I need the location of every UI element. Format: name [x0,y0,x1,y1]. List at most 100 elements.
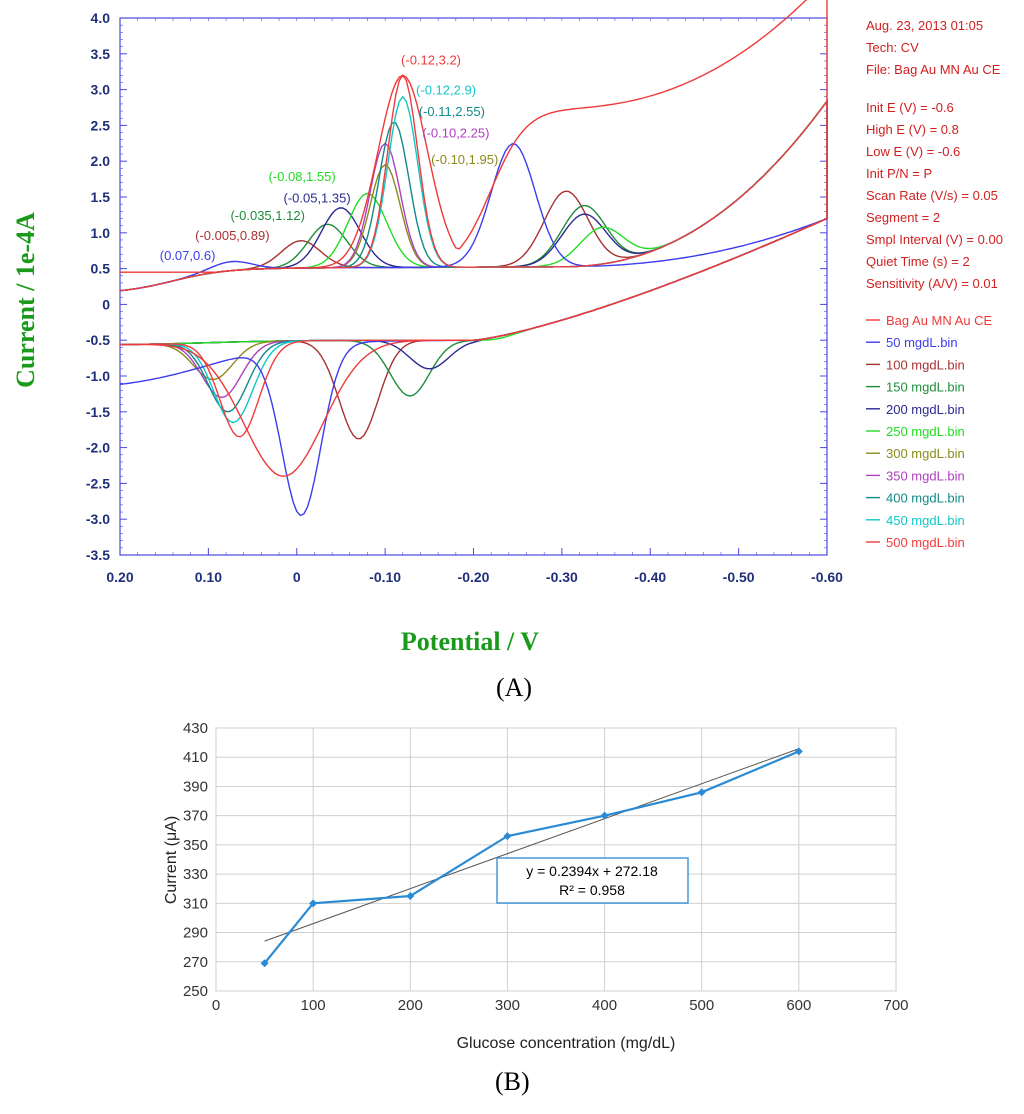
cv-legend-entry: 450 mgdL.bin [886,513,965,528]
cv-y-tick-label: 0.5 [91,261,111,277]
cv-x-axis-title: Potential / V [401,627,539,656]
cv-x-tick-label: -0.20 [458,569,490,585]
cv-info-line: Init E (V) = -0.6 [866,100,954,115]
cv-peak-label: (-0.005,0.89) [195,228,269,243]
cv-peak-label: (0.07,0.6) [160,248,216,263]
cv-legend-entry: 50 mgdL.bin [886,335,958,350]
cv-y-tick-label: -2.5 [86,475,110,491]
cv-y-tick-label: -2.0 [86,440,110,456]
cv-info-line: Quiet Time (s) = 2 [866,254,970,269]
cv-info-line: Scan Rate (V/s) = 0.05 [866,188,998,203]
cal-y-tick-label: 310 [183,895,208,912]
cv-y-tick-label: -3.5 [86,547,110,563]
cal-data-point [794,747,803,756]
cv-y-tick-label: -3.0 [86,511,110,527]
cv-y-tick-label: -1.0 [86,368,110,384]
cv-legend-entry: 200 mgdL.bin [886,402,965,417]
cal-x-tick-label: 500 [689,997,714,1014]
cv-axis-ticks: 0.20 0.10 0 -0.10 -0.20 -0.30 -0.40 -0.50 -0.60 4… [86,10,843,585]
cv-chart: 0.20 0.10 0 -0.10 -0.20 -0.30 -0.40 -0.50 -0.60 4… [11,0,1003,656]
cv-legend-entry: 300 mgdL.bin [886,446,965,461]
cv-legend: Bag Au MN Au CE 50 mgdL.bin 100 mgdL.bin 15… [866,313,993,550]
cv-info-line: File: Bag Au MN Au CE [866,62,1001,77]
cv-y-tick-label: 2.0 [91,153,111,169]
cal-series [260,747,803,968]
cal-trendline [264,748,800,942]
cv-info-line: Segment = 2 [866,210,940,225]
cal-data-point [503,832,512,841]
cal-x-axis-title: Glucose concentration (mg/dL) [457,1035,676,1052]
cal-x-tick-label: 100 [301,997,326,1014]
cv-info-line: Init P/N = P [866,166,932,181]
cv-y-tick-label: 4.0 [91,10,111,26]
cv-peak-label: (-0.08,1.55) [268,169,335,184]
cv-peak-label: (-0.12,3.2) [401,53,461,68]
cv-info-line: Sensitivity (A/V) = 0.01 [866,276,998,291]
cv-legend-entry: 400 mgdL.bin [886,491,965,506]
cv-y-tick-label: 1.5 [91,189,111,205]
cal-y-tick-label: 390 [183,778,208,795]
cv-info-line: Aug. 23, 2013 01:05 [866,18,983,33]
cv-info-line: Tech: CV [866,40,919,55]
cal-y-tick-label: 350 [183,837,208,854]
cal-y-tick-label: 430 [183,720,208,737]
cv-info-line: High E (V) = 0.8 [866,122,959,137]
cal-x-tick-label: 700 [883,997,908,1014]
cv-peak-label: (-0.10,2.25) [422,126,489,141]
cv-y-tick-label: 2.5 [91,117,111,133]
cv-x-tick-label: -0.50 [723,569,755,585]
cv-x-tick-label: -0.10 [369,569,401,585]
cal-y-tick-label: 270 [183,954,208,971]
cal-x-tick-label: 400 [592,997,617,1014]
cv-peak-annotations: (0.07,0.6) (-0.005,0.89) (-0.035,1.12) (-0.… [160,53,499,263]
cal-x-tick-label: 600 [786,997,811,1014]
cv-instrument-info: Aug. 23, 2013 01:05 Tech: CV File: Bag Au … [866,18,1003,291]
cv-plot-area [119,17,828,556]
cv-x-tick-label: -0.40 [634,569,666,585]
cal-x-tick-label: 300 [495,997,520,1014]
cal-y-axis-title: Current (μA) [163,816,180,904]
cal-data-point [697,788,706,797]
cv-series-line [120,0,828,477]
cv-peak-label: (-0.12,2.9) [416,83,476,98]
cal-y-tick-label: 330 [183,866,208,883]
cv-y-tick-label: 1.0 [91,225,111,241]
cv-legend-entry: 350 mgdL.bin [886,468,965,483]
cv-legend-entry: Bag Au MN Au CE [886,313,993,328]
equation-box: y = 0.2394x + 272.18 R² = 0.958 [496,857,689,904]
cal-x-tick-label: 200 [398,997,423,1014]
cv-x-tick-label: 0 [293,569,301,585]
cal-data-point [600,811,609,820]
cv-series-lines [119,0,828,517]
cv-peak-label: (-0.035,1.12) [230,208,304,223]
cal-y-tick-label: 370 [183,808,208,825]
panel-label-b: (B) [495,1067,530,1096]
cv-x-tick-label: -0.60 [811,569,843,585]
cal-data-point [260,959,269,968]
cv-info-line: Smpl Interval (V) = 0.00 [866,232,1003,247]
cal-data-point [406,892,415,901]
cv-legend-entry: 100 mgdL.bin [886,357,965,372]
cv-peak-label: (-0.11,2.55) [419,104,485,119]
cv-legend-entry: 500 mgdL.bin [886,535,965,550]
cv-x-tick-label: 0.20 [106,569,133,585]
cal-y-tick-label: 250 [183,983,208,1000]
cv-peak-label: (-0.05,1.35) [283,191,350,206]
cv-y-tick-label: -1.5 [86,404,110,420]
cv-peak-label: (-0.10,1.95) [431,152,498,167]
panel-label-a: (A) [496,673,533,702]
cal-data-point [309,899,318,908]
cv-x-tick-label: 0.10 [195,569,222,585]
cv-legend-entry: 150 mgdL.bin [886,380,965,395]
cv-y-tick-label: 0 [102,296,110,312]
cv-info-line: Low E (V) = -0.6 [866,144,960,159]
cal-axis-ticks: 0 100 200 300 400 500 600 700 250 270 290 310 330 350… [183,720,909,1014]
cv-y-tick-label: 3.5 [91,46,111,62]
cv-legend-entry: 250 mgdL.bin [886,424,965,439]
cal-x-tick-label: 0 [212,997,220,1014]
cv-y-tick-label: 3.0 [91,82,111,98]
trend-equation: y = 0.2394x + 272.18 [526,863,658,879]
cv-y-axis-title: Current / 1e-4A [11,212,40,388]
cv-x-tick-label: -0.30 [546,569,578,585]
r-squared: R² = 0.958 [559,882,625,898]
